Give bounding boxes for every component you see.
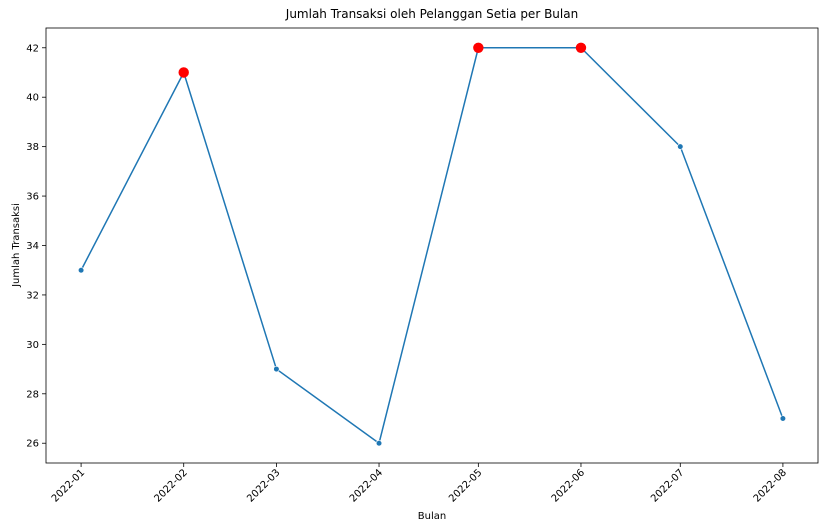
x-axis: 2022-01 2022-02 2022-03 2022-04 2022-05 2022-… bbox=[50, 463, 789, 505]
x-tick-label: 2022-08 bbox=[752, 467, 789, 504]
y-tick-label: 36 bbox=[26, 192, 39, 203]
highlight-point bbox=[473, 42, 484, 53]
y-tick-label: 28 bbox=[26, 389, 39, 400]
x-tick-label: 2022-06 bbox=[550, 467, 587, 504]
data-points bbox=[77, 42, 787, 447]
data-point bbox=[779, 415, 787, 422]
x-tick-label: 2022-05 bbox=[447, 467, 484, 504]
x-tick-label: 2022-07 bbox=[649, 467, 686, 504]
y-tick-label: 26 bbox=[26, 439, 39, 450]
y-tick-label: 32 bbox=[26, 290, 39, 301]
x-axis-label: Bulan bbox=[418, 511, 446, 522]
x-tick-label: 2022-03 bbox=[245, 467, 282, 504]
data-point bbox=[375, 440, 383, 447]
data-point bbox=[77, 267, 85, 274]
y-tick-label: 40 bbox=[26, 93, 39, 104]
series-line bbox=[80, 47, 784, 445]
x-tick-label: 2022-02 bbox=[153, 467, 190, 504]
y-axis-label: Jumlah Transaksi bbox=[11, 203, 22, 288]
chart-title: Jumlah Transaksi oleh Pelanggan Setia pe… bbox=[285, 7, 578, 21]
y-tick-label: 38 bbox=[26, 142, 39, 153]
x-tick-label: 2022-01 bbox=[50, 467, 87, 504]
y-tick-label: 30 bbox=[26, 340, 39, 351]
y-tick-label: 42 bbox=[26, 43, 39, 54]
y-axis: 26 28 30 32 34 36 38 40 42 bbox=[26, 43, 46, 450]
y-tick-label: 34 bbox=[26, 241, 39, 252]
data-point bbox=[677, 143, 684, 150]
x-tick-label: 2022-04 bbox=[348, 467, 385, 504]
plot-frame bbox=[45, 27, 819, 464]
highlight-point bbox=[178, 67, 189, 78]
highlight-point bbox=[575, 42, 587, 53]
data-point bbox=[273, 365, 280, 373]
